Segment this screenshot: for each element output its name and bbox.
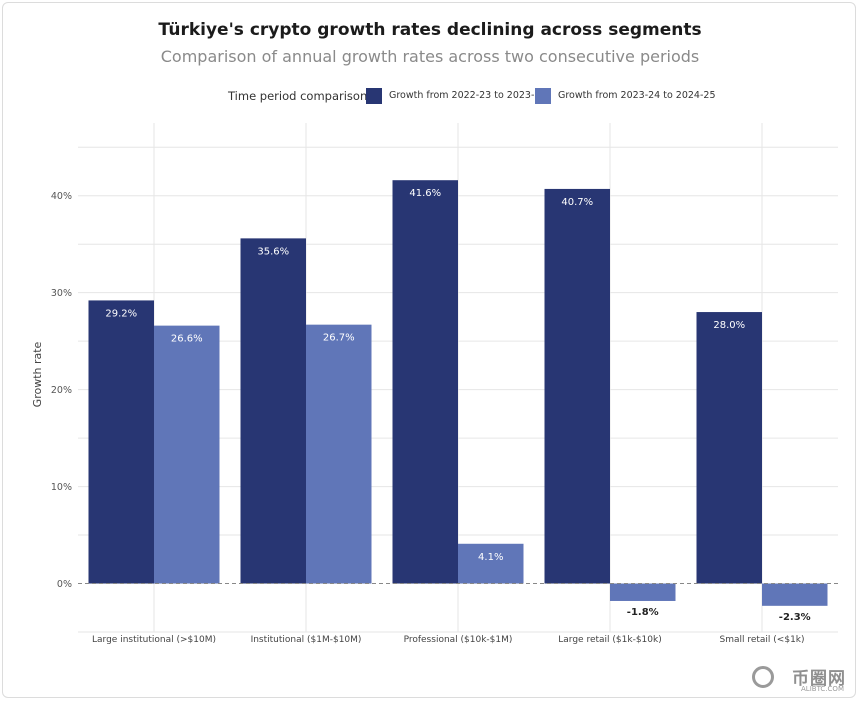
data-label-series-2-0: 26.6% (171, 334, 203, 345)
chart-subtitle: Comparison of annual growth rates across… (160, 47, 700, 66)
bar-series-2-4 (762, 583, 828, 606)
x-tick-label: Institutional ($1M-$10M) (251, 635, 362, 645)
bar-series-1-3 (544, 188, 610, 584)
data-label-series-1-4: 28.0% (713, 320, 745, 331)
data-label-series-1-1: 35.6% (257, 246, 289, 257)
y-axis-label: Growth rate (31, 341, 44, 407)
legend-label-series-1: Growth from 2022-23 to 2023-24 (389, 90, 547, 101)
y-tick-label: 40% (51, 191, 72, 202)
watermark-logo-icon (752, 666, 774, 688)
watermark-text: 币圈网 (792, 669, 846, 689)
data-label-series-2-1: 26.7% (323, 333, 355, 344)
bar-series-2-2 (458, 543, 524, 584)
bar-series-1-4 (696, 312, 762, 584)
y-tick-label: 0% (57, 579, 72, 590)
legend-swatch-series-1 (366, 88, 382, 104)
bar-series-1-0 (88, 300, 154, 584)
data-label-series-1-0: 29.2% (105, 308, 137, 319)
y-tick-label: 30% (51, 288, 72, 299)
watermark: 币圈网 ALIBTC.COM (750, 664, 850, 694)
chart-title: Türkiye's crypto growth rates declining … (158, 20, 702, 40)
legend: Time period comparison Growth from 2022-… (0, 87, 860, 107)
data-label-series-1-3: 40.7% (561, 197, 593, 208)
x-tick-label: Large retail ($1k-$10k) (558, 635, 661, 645)
bar-series-2-1 (306, 324, 372, 584)
y-tick-label: 10% (51, 482, 72, 493)
x-tick-label: Small retail (<$1k) (719, 635, 804, 645)
data-label-series-1-2: 41.6% (409, 188, 441, 199)
data-label-series-2-3: -1.8% (627, 607, 659, 618)
legend-title: Time period comparison (228, 89, 368, 103)
x-tick-label: Large institutional (>$10M) (92, 635, 216, 645)
legend-swatch-series-2 (535, 88, 551, 104)
bar-series-2-0 (154, 325, 220, 584)
x-tick-label: Professional ($10k-$1M) (404, 635, 513, 645)
watermark-subtext: ALIBTC.COM (801, 685, 844, 693)
data-label-series-2-2: 4.1% (478, 552, 503, 563)
y-tick-label: 20% (51, 385, 72, 396)
data-label-series-2-4: -2.3% (779, 612, 811, 623)
bar-series-1-2 (392, 180, 458, 584)
legend-label-series-2: Growth from 2023-24 to 2024-25 (558, 90, 716, 101)
bar-series-2-3 (610, 583, 676, 601)
bar-series-1-1 (240, 238, 306, 584)
